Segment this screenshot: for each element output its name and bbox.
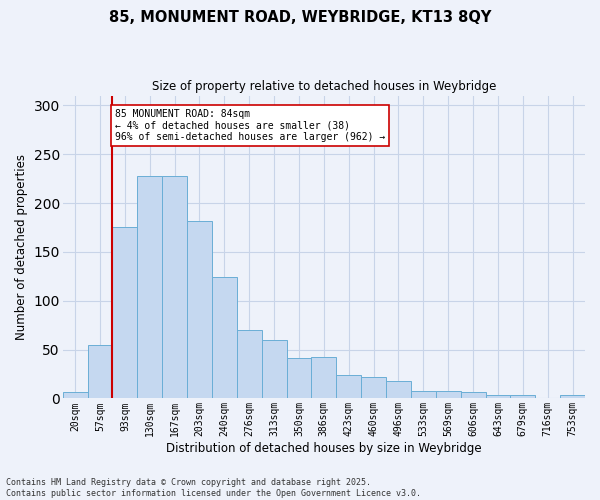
Bar	[461, 392, 485, 398]
Bar	[411, 390, 436, 398]
Bar	[112, 228, 137, 398]
X-axis label: Distribution of detached houses by size in Weybridge: Distribution of detached houses by size …	[166, 442, 482, 455]
Bar	[212, 278, 237, 398]
Title: Size of property relative to detached houses in Weybridge: Size of property relative to detached ho…	[152, 80, 496, 93]
Bar	[262, 340, 287, 398]
Bar	[287, 358, 311, 399]
Bar	[137, 176, 162, 398]
Text: 85, MONUMENT ROAD, WEYBRIDGE, KT13 8QY: 85, MONUMENT ROAD, WEYBRIDGE, KT13 8QY	[109, 10, 491, 25]
Bar	[361, 377, 386, 398]
Text: Contains HM Land Registry data © Crown copyright and database right 2025.
Contai: Contains HM Land Registry data © Crown c…	[6, 478, 421, 498]
Bar	[88, 344, 112, 399]
Bar	[485, 396, 511, 398]
Bar	[511, 394, 535, 398]
Bar	[63, 392, 88, 398]
Y-axis label: Number of detached properties: Number of detached properties	[15, 154, 28, 340]
Text: 85 MONUMENT ROAD: 84sqm
← 4% of detached houses are smaller (38)
96% of semi-det: 85 MONUMENT ROAD: 84sqm ← 4% of detached…	[115, 109, 385, 142]
Bar	[311, 358, 336, 399]
Bar	[436, 390, 461, 398]
Bar	[237, 330, 262, 398]
Bar	[162, 176, 187, 398]
Bar	[386, 381, 411, 398]
Bar	[336, 375, 361, 398]
Bar	[187, 220, 212, 398]
Bar	[560, 396, 585, 398]
